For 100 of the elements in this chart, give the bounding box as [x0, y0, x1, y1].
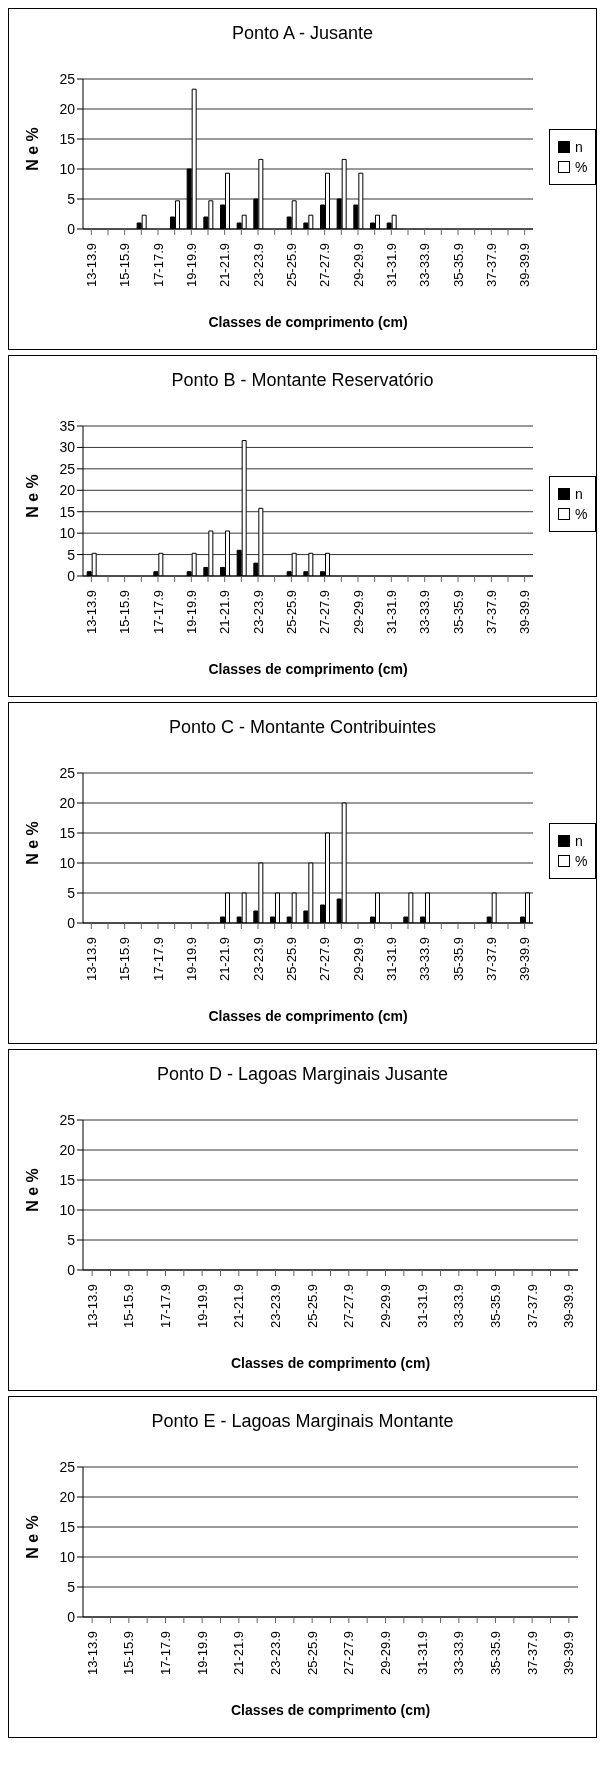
x-tick-label: 31-31.9 — [383, 243, 399, 288]
x-tick-label: 27-27.9 — [317, 937, 333, 982]
y-tick-label: 25 — [59, 1111, 76, 1128]
legend-label: n — [575, 139, 583, 155]
x-axis-title: Classes de comprimento (cm) — [207, 314, 409, 330]
x-tick-label: 15-15.9 — [121, 1631, 137, 1676]
y-tick-label: 10 — [59, 160, 76, 177]
y-tick-label: 5 — [67, 190, 76, 207]
y-axis-title: N e % — [24, 127, 42, 171]
x-tick-label: 15-15.9 — [117, 590, 133, 635]
x-tick-label: 13-13.9 — [83, 937, 99, 982]
x-tick-label: 35-35.9 — [488, 1631, 503, 1676]
y-tick-label: 20 — [59, 100, 76, 117]
x-tick-label: 17-17.9 — [150, 243, 166, 288]
chart-title: Ponto D - Lagoas Marginais Jusante — [155, 1064, 450, 1085]
x-tick-label: 25-25.9 — [304, 1284, 320, 1329]
x-tick-label: 19-19.9 — [194, 1631, 210, 1676]
x-tick-label: 25-25.9 — [283, 243, 299, 288]
y-tick-label: 10 — [59, 1201, 76, 1218]
y-axis-title: N e % — [24, 474, 42, 518]
x-tick-label: 13-13.9 — [84, 1631, 100, 1676]
y-tick-label: 35 — [59, 417, 76, 434]
y-tick-label: 5 — [67, 1578, 76, 1595]
x-tick-label: 35-35.9 — [450, 243, 466, 288]
x-tick-label: 21-21.9 — [217, 937, 233, 982]
x-tick-label: 39-39.9 — [517, 243, 533, 288]
chart-title: Ponto E - Lagoas Marginais Montante — [150, 1411, 455, 1432]
x-tick-label: 17-17.9 — [150, 937, 166, 982]
y-tick-label: 0 — [67, 1261, 76, 1278]
y-tick-label: 15 — [59, 130, 76, 147]
x-tick-label: 31-31.9 — [383, 590, 399, 635]
x-tick-label: 33-33.9 — [417, 243, 433, 288]
x-tick-label: 21-21.9 — [231, 1284, 247, 1329]
y-tick-label: 25 — [59, 70, 76, 87]
x-tick-label: 19-19.9 — [183, 937, 199, 982]
x-tick-label: 23-23.9 — [250, 590, 266, 635]
x-tick-label: 31-31.9 — [414, 1284, 430, 1329]
x-tick-label: 37-37.9 — [483, 243, 499, 288]
x-tick-label: 33-33.9 — [417, 590, 433, 635]
x-tick-label: 35-35.9 — [450, 937, 466, 982]
x-tick-label: 33-33.9 — [417, 937, 433, 982]
x-tick-label: 21-21.9 — [231, 1631, 247, 1676]
x-tick-label: 13-13.9 — [83, 590, 99, 635]
x-tick-label: 23-23.9 — [268, 1284, 283, 1329]
x-tick-label: 37-37.9 — [524, 1284, 540, 1329]
y-tick-label: 20 — [59, 482, 76, 499]
x-tick-label: 27-27.9 — [317, 590, 333, 635]
y-tick-label: 25 — [59, 764, 76, 781]
y-tick-label: 0 — [67, 220, 76, 237]
x-tick-label: 17-17.9 — [150, 590, 166, 635]
x-tick-label: 39-39.9 — [517, 590, 533, 635]
x-tick-label: 17-17.9 — [158, 1284, 173, 1329]
x-tick-label: 23-23.9 — [250, 937, 266, 982]
x-tick-label: 29-29.9 — [378, 1284, 393, 1329]
y-tick-label: 0 — [67, 914, 76, 931]
x-tick-label: 35-35.9 — [488, 1284, 503, 1329]
x-tick-label: 13-13.9 — [83, 243, 99, 288]
legend-label: n — [575, 833, 583, 849]
y-axis-title: N e % — [24, 1168, 42, 1212]
x-tick-label: 23-23.9 — [268, 1631, 283, 1676]
y-tick-label: 30 — [59, 439, 76, 456]
x-tick-label: 15-15.9 — [121, 1284, 137, 1329]
x-tick-label: 27-27.9 — [341, 1284, 357, 1329]
x-tick-label: 23-23.9 — [250, 243, 266, 288]
x-tick-label: 21-21.9 — [217, 590, 233, 635]
y-tick-label: 25 — [59, 460, 76, 477]
x-tick-label: 19-19.9 — [194, 1284, 210, 1329]
x-tick-label: 39-39.9 — [561, 1284, 577, 1329]
y-tick-label: 5 — [67, 546, 76, 563]
x-tick-label: 29-29.9 — [350, 590, 366, 635]
x-tick-label: 17-17.9 — [158, 1631, 173, 1676]
x-tick-label: 35-35.9 — [450, 590, 466, 635]
legend-label: % — [575, 506, 588, 522]
x-tick-label: 29-29.9 — [378, 1631, 393, 1676]
x-tick-label: 15-15.9 — [117, 243, 133, 288]
x-tick-label: 27-27.9 — [341, 1631, 357, 1676]
y-tick-label: 10 — [59, 854, 76, 871]
x-tick-label: 37-37.9 — [483, 590, 499, 635]
legend-label: % — [575, 853, 588, 869]
x-tick-label: 37-37.9 — [483, 937, 499, 982]
x-tick-label: 13-13.9 — [84, 1284, 100, 1329]
y-tick-label: 20 — [59, 1141, 76, 1158]
x-tick-label: 25-25.9 — [304, 1631, 320, 1676]
x-tick-label: 33-33.9 — [451, 1631, 467, 1676]
y-tick-label: 10 — [59, 525, 76, 542]
x-axis-title: Classes de comprimento (cm) — [207, 661, 409, 677]
x-tick-label: 37-37.9 — [524, 1631, 540, 1676]
x-tick-label: 31-31.9 — [414, 1631, 430, 1676]
y-tick-label: 15 — [59, 503, 76, 520]
x-tick-label: 25-25.9 — [283, 937, 299, 982]
x-tick-label: 39-39.9 — [561, 1631, 577, 1676]
y-tick-label: 20 — [59, 1488, 76, 1505]
y-tick-label: 15 — [59, 1171, 76, 1188]
y-tick-label: 0 — [67, 1608, 76, 1625]
x-tick-label: 15-15.9 — [117, 937, 133, 982]
x-tick-label: 33-33.9 — [451, 1284, 467, 1329]
y-axis-title: N e % — [24, 1515, 42, 1559]
y-axis-title: N e % — [24, 821, 42, 865]
x-tick-label: 29-29.9 — [350, 937, 366, 982]
x-tick-label: 29-29.9 — [350, 243, 366, 288]
